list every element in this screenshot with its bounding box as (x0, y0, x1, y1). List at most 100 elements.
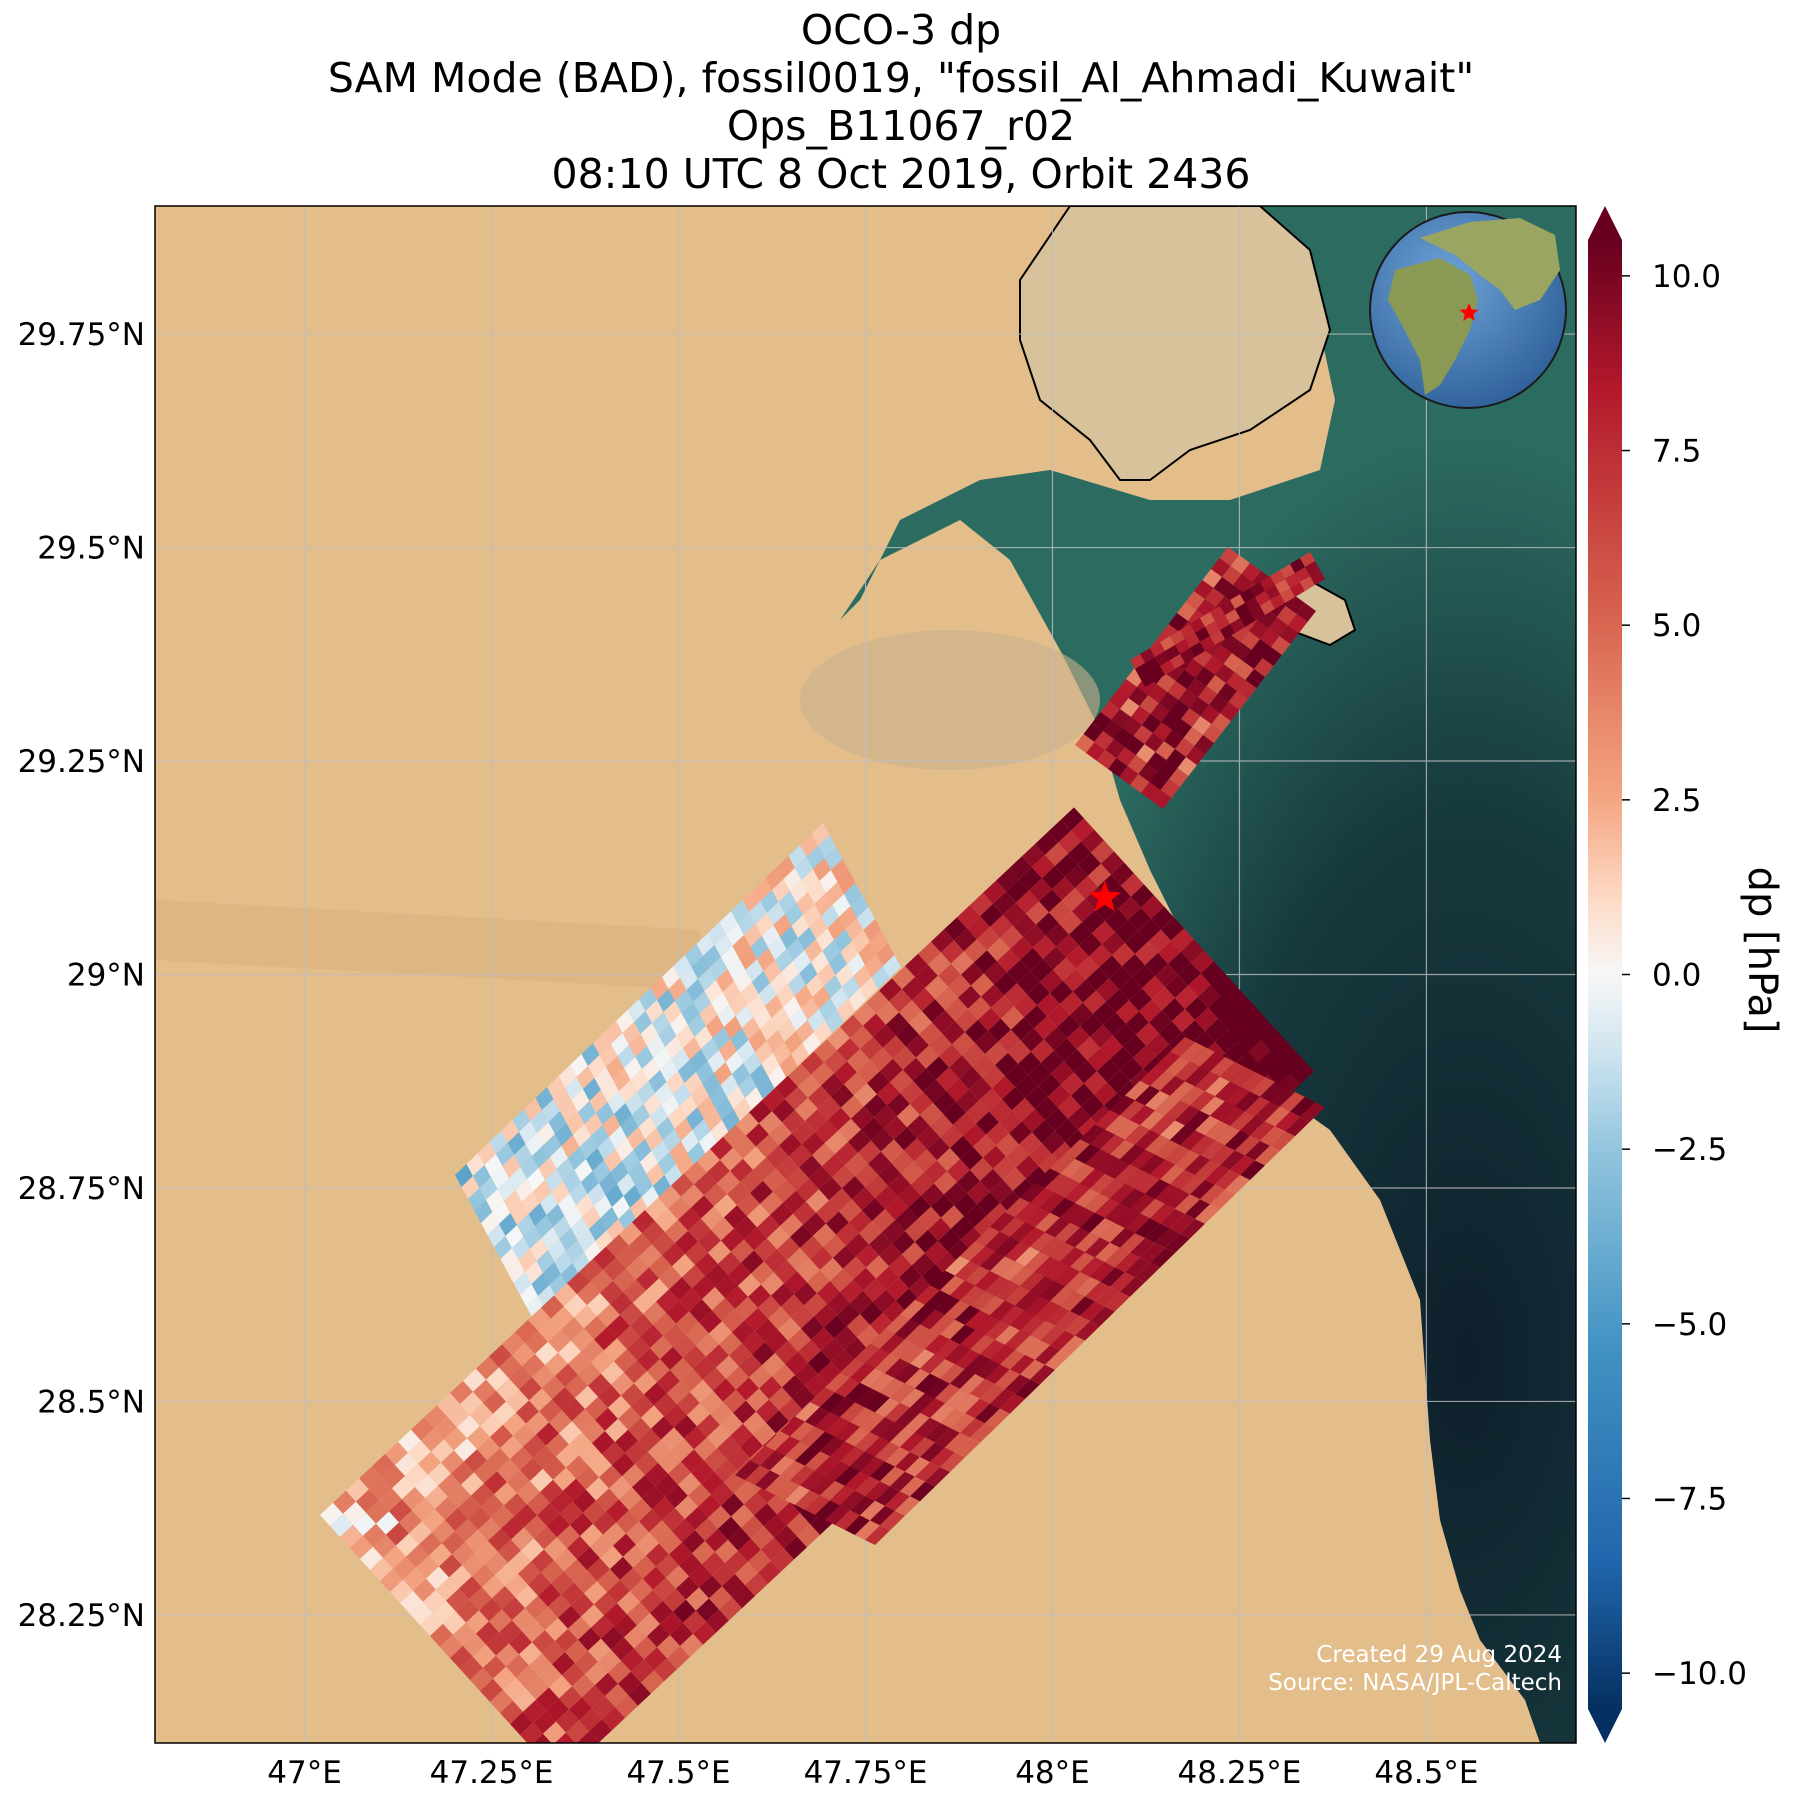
swath-pixel (644, 1647, 667, 1671)
swath-pixel (910, 1091, 933, 1115)
swath-pixel (579, 1708, 602, 1732)
swath-pixel (937, 1148, 960, 1172)
swath-pixel (668, 978, 687, 1001)
swath-pixel (732, 935, 751, 958)
swath-pixel (738, 1273, 761, 1297)
swath-pixel (780, 1416, 805, 1437)
swath-pixel (656, 1554, 679, 1578)
swath-pixel (970, 892, 993, 916)
swath-pixel (648, 1439, 671, 1463)
swath-pixel (729, 993, 747, 1016)
swath-pixel (960, 1241, 985, 1261)
swath-pixel (891, 1150, 914, 1174)
swath-pixel (1005, 1374, 1030, 1394)
swath-pixel (515, 1584, 538, 1608)
swath-pixel (1150, 1203, 1175, 1224)
swath-pixel (647, 1359, 670, 1383)
swath-pixel (425, 1485, 448, 1509)
swath-pixel (386, 1522, 409, 1546)
swath-pixel (950, 1324, 975, 1345)
swath-pixel (517, 1214, 535, 1237)
swath-pixel (721, 1228, 744, 1252)
swath-pixel (747, 994, 765, 1017)
swath-pixel (751, 1261, 774, 1285)
swath-pixel (837, 1303, 860, 1327)
swath-pixel (675, 990, 693, 1013)
swath-pixel (637, 1613, 660, 1637)
swath-pixel (758, 1560, 781, 1584)
swath-pixel (782, 1375, 805, 1399)
swath-pixel (593, 1032, 611, 1055)
swath-pixel (571, 1593, 594, 1617)
swath-pixel (606, 1499, 629, 1523)
swath-pixel (844, 1337, 867, 1361)
swath-pixel (856, 1244, 879, 1268)
swath-pixel (910, 1481, 935, 1502)
swath-pixel (543, 1456, 566, 1480)
swath-pixel (606, 1056, 624, 1079)
swath-pixel (1150, 1248, 1175, 1268)
swath-pixel (1260, 600, 1275, 615)
swath-pixel (833, 1245, 856, 1269)
swath-pixel (705, 1263, 728, 1287)
swath-pixel (1125, 736, 1145, 755)
swath-pixel (684, 1161, 707, 1185)
swath-pixel (980, 1295, 1005, 1316)
swath-pixel (805, 1407, 830, 1427)
swath-pixel (1221, 983, 1244, 1007)
swath-pixel (724, 1205, 747, 1229)
swath-pixel (951, 951, 974, 975)
swath-pixel (1188, 973, 1211, 997)
swath-pixel (920, 1309, 945, 1330)
swath-pixel (594, 1592, 617, 1616)
swath-pixel (770, 1202, 793, 1226)
swath-pixel (1030, 1364, 1055, 1385)
swath-pixel (771, 1283, 794, 1307)
swath-pixel (1085, 1149, 1110, 1169)
swath-pixel (1112, 943, 1135, 967)
swath-pixel (1003, 1167, 1026, 1191)
swath-pixel (618, 1671, 641, 1695)
swath-pixel (985, 1408, 1010, 1429)
swath-pixel (666, 1300, 689, 1324)
swath-pixel (902, 1242, 925, 1266)
swath-pixel (825, 1505, 850, 1525)
swath-pixel (743, 1146, 766, 1170)
globe-inset (1369, 211, 1567, 409)
swath-pixel (695, 1517, 718, 1541)
swath-pixel (835, 1377, 860, 1398)
swath-pixel (975, 1315, 1000, 1335)
swath-pixel (1135, 1174, 1160, 1194)
swath-pixel (712, 1563, 735, 1587)
swath-pixel (709, 1321, 732, 1345)
swath-pixel (1088, 863, 1111, 887)
swath-pixel (805, 1495, 830, 1515)
swath-pixel (1249, 620, 1269, 639)
swath-pixel (330, 1513, 353, 1537)
swath-pixel (1003, 902, 1026, 926)
swath-pixel (473, 1165, 491, 1188)
swath-pixel (1100, 1035, 1123, 1059)
swath-pixel (786, 938, 805, 961)
swath-pixel (1125, 1169, 1150, 1189)
swath-pixel (512, 1237, 530, 1260)
swath-pixel (476, 1621, 499, 1645)
swath-pixel (1002, 1087, 1025, 1111)
swath-pixel (730, 1028, 749, 1051)
swath-pixel (713, 1378, 736, 1402)
swath-pixel (966, 1100, 989, 1124)
swath-pixel (696, 1061, 714, 1084)
swath-pixel (579, 1136, 598, 1159)
globe-target-star-icon (1459, 303, 1479, 321)
swath-pixel (1070, 1296, 1095, 1316)
swath-pixel (1215, 1029, 1238, 1053)
swath-pixel (1254, 658, 1274, 677)
swath-pixel (346, 1478, 369, 1502)
swath-pixel (1077, 1037, 1100, 1061)
swath-pixel (719, 1332, 742, 1356)
swath-pixel (475, 1540, 498, 1564)
swath-pixel (473, 1644, 496, 1668)
swath-pixel (790, 1224, 813, 1248)
swath-pixel (927, 1137, 950, 1161)
swath-pixel (1140, 1110, 1165, 1130)
